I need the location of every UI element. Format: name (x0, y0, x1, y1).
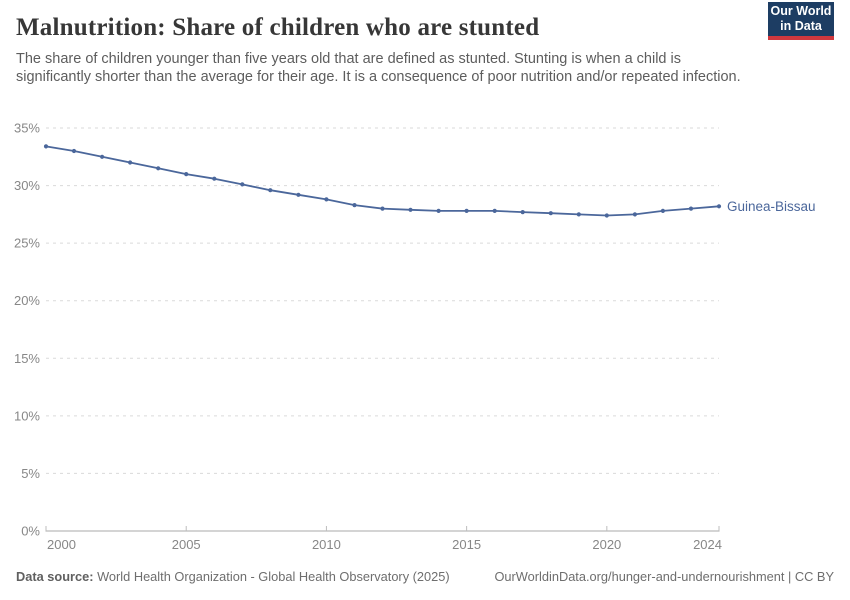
data-point[interactable] (71, 148, 77, 154)
data-point[interactable] (492, 208, 497, 213)
data-point[interactable] (240, 182, 245, 187)
y-axis-tick-label: 10% (14, 408, 40, 423)
data-point[interactable] (380, 206, 385, 211)
data-point[interactable] (688, 206, 694, 211)
data-point[interactable] (156, 166, 161, 171)
data-point[interactable] (100, 154, 105, 159)
data-point[interactable] (128, 160, 133, 165)
owid-citation-link[interactable]: OurWorldinData.org/hunger-and-undernouri… (494, 569, 834, 584)
data-point[interactable] (576, 212, 581, 217)
data-point[interactable] (548, 211, 553, 216)
series-label-guinea-bissau[interactable]: Guinea-Bissau (727, 199, 816, 214)
y-axis-tick-label: 0% (21, 524, 40, 539)
chart-footer: Data source: World Health Organization -… (16, 569, 834, 584)
x-axis-tick-label: 2020 (592, 537, 621, 552)
data-point[interactable] (632, 212, 638, 217)
data-point[interactable] (184, 172, 189, 177)
data-source-text: World Health Organization - Global Healt… (93, 569, 450, 584)
y-axis-tick-label: 35% (14, 121, 40, 136)
chart-subtitle: The share of children younger than five … (16, 51, 741, 85)
y-axis-tick-label: 5% (21, 466, 40, 481)
data-point[interactable] (520, 210, 525, 215)
y-axis-tick-label: 25% (14, 236, 40, 251)
data-source-note: Data source: World Health Organization -… (16, 569, 450, 584)
data-point[interactable] (660, 208, 666, 213)
data-point[interactable] (268, 188, 273, 193)
chart-header: Malnutrition: Share of children who are … (16, 14, 834, 86)
owid-logo[interactable]: Our World in Data (768, 2, 834, 40)
data-point[interactable] (212, 176, 217, 181)
data-point[interactable] (43, 144, 49, 149)
y-axis-tick-label: 30% (14, 178, 40, 193)
data-point[interactable] (352, 203, 357, 208)
x-axis-tick-label: 2024 (693, 537, 722, 552)
y-axis-tick-label: 20% (14, 293, 40, 308)
data-point[interactable] (464, 208, 469, 213)
page-title: Malnutrition: Share of children who are … (16, 14, 540, 41)
data-source-label: Data source: (16, 569, 94, 584)
x-axis-tick-label: 2000 (47, 537, 76, 552)
data-point[interactable] (408, 207, 413, 212)
x-axis-tick-label: 2005 (172, 537, 201, 552)
data-point[interactable] (296, 192, 301, 197)
x-axis-tick-label: 2015 (452, 537, 481, 552)
data-point[interactable] (716, 204, 722, 209)
series-line-guinea-bissau[interactable] (45, 145, 720, 217)
owid-logo-line2: in Data (780, 19, 822, 33)
data-point[interactable] (436, 208, 441, 213)
data-point[interactable] (604, 213, 609, 218)
data-point[interactable] (324, 197, 329, 202)
x-axis-tick-label: 2010 (312, 537, 341, 552)
owid-logo-line1: Our World (770, 4, 832, 18)
y-axis-tick-label: 15% (14, 351, 40, 366)
